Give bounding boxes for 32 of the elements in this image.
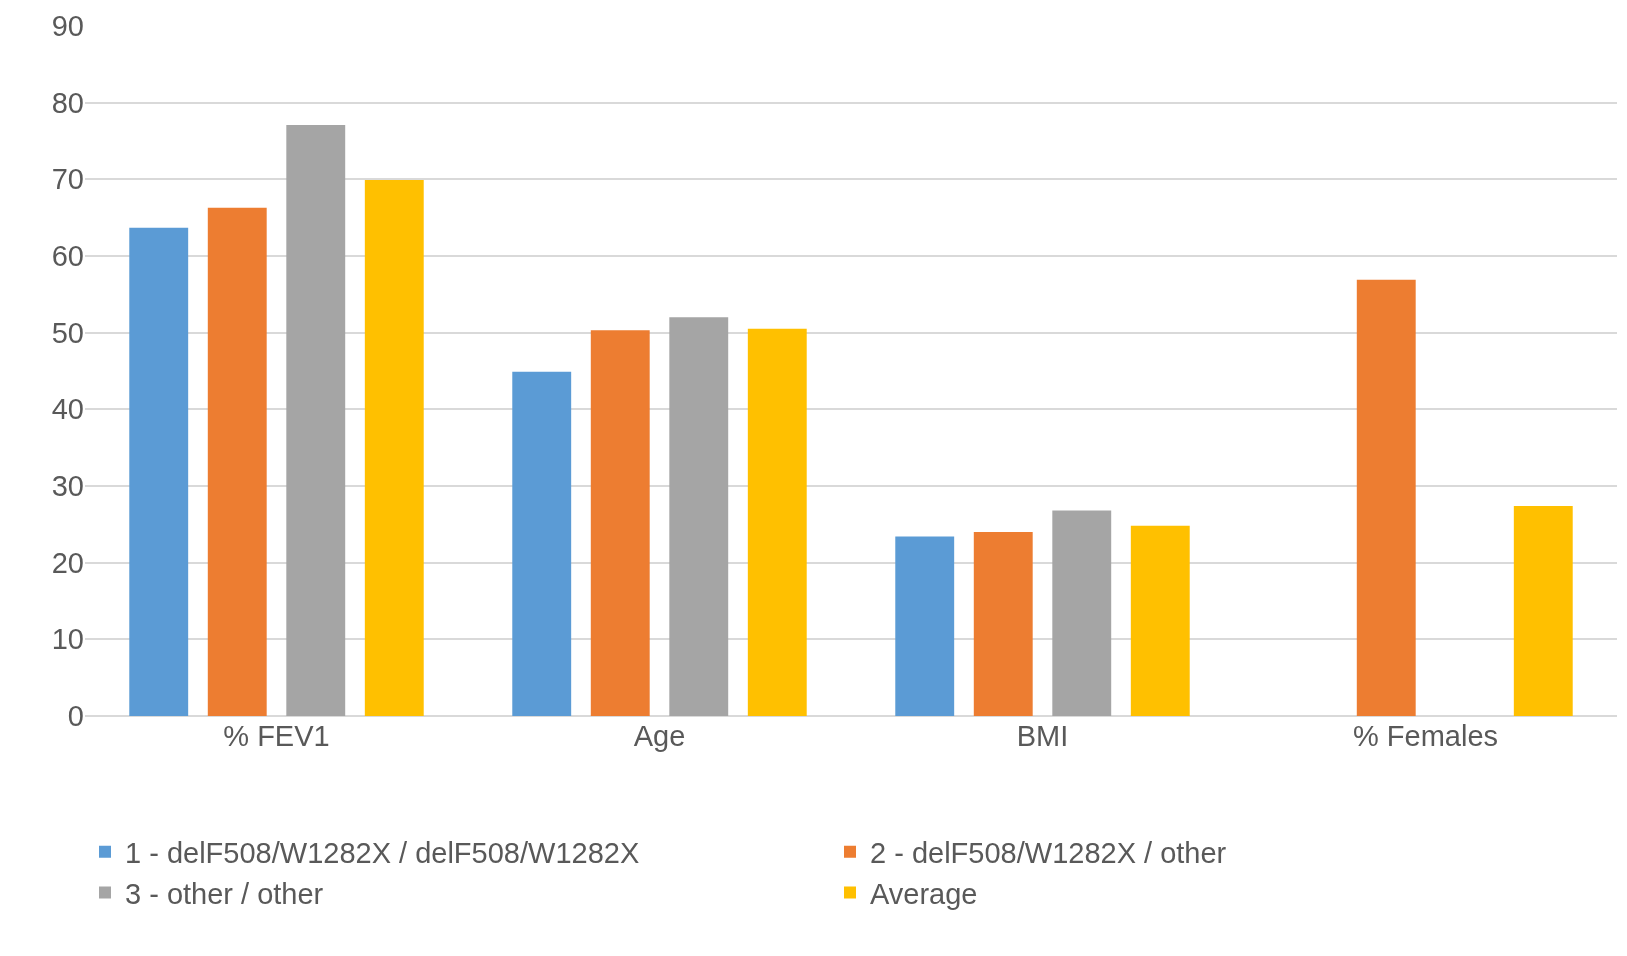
bar xyxy=(207,207,267,716)
bar xyxy=(1130,525,1190,716)
bar xyxy=(512,371,572,716)
y-tick-label: 30 xyxy=(51,470,84,503)
y-tick-label: 20 xyxy=(51,546,84,579)
bar xyxy=(286,124,346,716)
y-tick-label: 40 xyxy=(51,393,84,426)
bar xyxy=(1356,279,1416,716)
legend-label: 1 - delF508/W1282X / delF508/W1282X xyxy=(125,837,640,870)
bar xyxy=(1513,505,1573,716)
x-tick-label: BMI xyxy=(1016,720,1069,752)
bar xyxy=(747,328,807,716)
x-tick-label: % Females xyxy=(1352,720,1499,752)
y-tick-label: 0 xyxy=(67,700,84,733)
y-tick-label: 90 xyxy=(51,10,84,43)
legend-label: 3 - other / other xyxy=(125,877,324,910)
bar xyxy=(973,532,1033,716)
x-tick-label: % FEV1 xyxy=(223,720,330,752)
bar xyxy=(669,317,729,716)
x-tick-label: Age xyxy=(633,720,686,752)
bar xyxy=(590,330,650,716)
bar xyxy=(129,227,189,716)
y-tick-label: 70 xyxy=(51,163,84,196)
y-tick-label: 80 xyxy=(51,86,84,119)
legend-label: Average xyxy=(870,877,978,910)
legend-label: 2 - delF508/W1282X / other xyxy=(870,837,1227,870)
bar xyxy=(895,536,955,716)
y-tick-label: 10 xyxy=(51,623,84,656)
y-tick-label: 60 xyxy=(51,240,84,273)
y-tick-label: 50 xyxy=(51,316,84,349)
bar xyxy=(364,180,424,716)
bar xyxy=(1052,510,1112,716)
